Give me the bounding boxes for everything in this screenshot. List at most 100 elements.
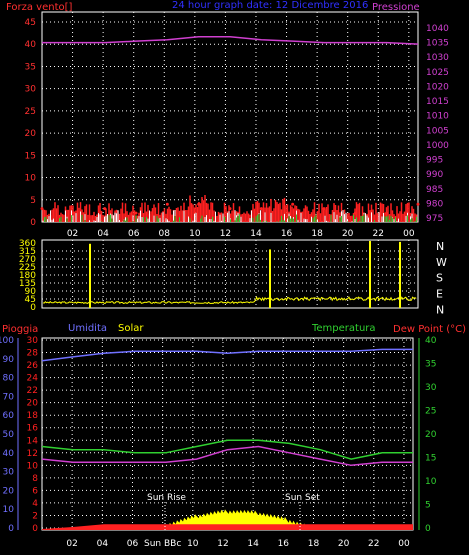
y-right-tick-label: 40 [425, 336, 437, 346]
temperature-series-line [41, 439, 413, 460]
y-mid-tick-label: 18 [27, 411, 39, 421]
y-left-tick-label: 0 [30, 218, 36, 228]
y-left-tick-label: 0 [8, 524, 14, 534]
wind-pressure-panel: 02 04 06 08 10 12 14 16 18 20 22 000510152025303540… [25, 11, 449, 239]
y-right-tick-label: 975 [426, 214, 443, 224]
x-tick-label: 20 [342, 229, 354, 239]
dewpoint-series-line [41, 445, 413, 467]
y-right-tick-label: 1020 [426, 82, 449, 92]
y-left-tick-label: 70 [3, 392, 15, 402]
y-tick-label: 0 [30, 303, 36, 313]
y-right-tick-label: 0 [425, 524, 431, 534]
x-tick-label: 12 [220, 229, 231, 239]
y-mid-tick-label: 8 [32, 474, 38, 484]
y-left-tick-label: 35 [25, 62, 36, 72]
y-right-tick-label: 1025 [426, 68, 449, 78]
x-tick-label: 00 [403, 229, 415, 239]
direction-label: N [436, 240, 444, 253]
y-left-tick-label: 10 [25, 174, 37, 184]
wind-axis-title: Forza vento[] [6, 2, 73, 13]
y-left-tick-label: 15 [25, 151, 36, 161]
y-right-tick-label: 20 [425, 430, 437, 440]
plot-frame [41, 239, 419, 309]
y-left-tick-label: 30 [25, 85, 37, 95]
x-tick-label: 06 [127, 539, 139, 549]
y-right-tick-label: 1030 [426, 53, 449, 63]
humidity-temperature-panel: 02 04 06 Sun BBc 10 12 14 16 18 20 22 0001020304050… [0, 336, 437, 549]
x-tick-label: 22 [368, 539, 379, 549]
x-tick-label: 14 [250, 229, 262, 239]
pressure-series-line [42, 36, 419, 45]
y-mid-tick-label: 26 [27, 361, 39, 371]
y-right-tick-label: 5 [425, 501, 431, 511]
plot-frame [41, 11, 419, 223]
x-tick-label: 04 [97, 539, 109, 549]
y-left-tick-label: 20 [25, 129, 37, 139]
humidity-axis-title: Umidita [68, 323, 107, 334]
temperature-axis-title: Temperatura [311, 323, 376, 334]
y-right-tick-label: 30 [425, 383, 437, 393]
x-tick-label: 14 [247, 539, 259, 549]
x-tick-label: 02 [67, 229, 78, 239]
y-mid-tick-label: 0 [32, 524, 38, 534]
y-right-tick-label: 995 [426, 156, 443, 166]
y-left-tick-label: 10 [3, 505, 15, 515]
y-mid-tick-label: 16 [27, 424, 39, 434]
y-tick-label: 90 [25, 287, 37, 297]
y-left-tick-label: 90 [3, 355, 15, 365]
wind-direction-trace [42, 296, 417, 305]
y-mid-tick-label: 28 [27, 349, 39, 359]
direction-label: S [436, 272, 443, 285]
sun-set-label: Sun Set [285, 493, 320, 503]
wind-speed-point [165, 202, 169, 206]
y-tick-label: 315 [19, 247, 36, 257]
x-tick-label: 16 [281, 229, 293, 239]
y-mid-tick-label: 22 [27, 386, 38, 396]
y-left-tick-label: 20 [3, 486, 15, 496]
y-tick-label: 45 [25, 295, 36, 305]
y-left-tick-label: 40 [25, 40, 37, 50]
x-tick-label: 22 [373, 229, 384, 239]
direction-label: N [436, 303, 444, 316]
y-right-tick-label: 1010 [426, 112, 449, 122]
y-mid-tick-label: 30 [27, 336, 39, 346]
y-right-tick-label: 1040 [426, 24, 449, 34]
y-right-tick-label: 985 [426, 185, 443, 195]
y-right-tick-label: 1000 [426, 141, 449, 151]
y-mid-tick-label: 24 [27, 374, 39, 384]
y-right-tick-label: 15 [425, 454, 436, 464]
y-tick-label: 225 [19, 263, 36, 273]
y-left-tick-label: 100 [0, 336, 14, 346]
y-right-tick-label: 10 [425, 477, 437, 487]
y-mid-tick-label: 4 [32, 499, 38, 509]
x-tick-label: 08 [159, 229, 171, 239]
solar-area [165, 509, 305, 528]
y-tick-label: 270 [19, 255, 36, 265]
x-tick-label: 20 [338, 539, 350, 549]
y-left-tick-label: 5 [30, 196, 36, 206]
y-tick-label: 180 [19, 271, 36, 281]
y-mid-tick-label: 2 [32, 511, 38, 521]
solar-axis-title: Solar [118, 323, 144, 334]
x-tick-label: 00 [398, 539, 410, 549]
direction-label: E [436, 287, 443, 300]
x-tick-label: 18 [311, 229, 323, 239]
x-tick-label: Sun BBc [144, 539, 181, 549]
x-tick-label: 12 [217, 539, 228, 549]
x-tick-label: 18 [308, 539, 320, 549]
humidity-series-line [41, 348, 413, 362]
plot-frame [41, 337, 414, 531]
y-mid-tick-label: 12 [27, 449, 38, 459]
direction-label: W [436, 256, 447, 269]
y-right-tick-label: 980 [426, 199, 443, 209]
y-mid-tick-label: 20 [27, 399, 39, 409]
y-right-tick-label: 1015 [426, 97, 449, 107]
wind-speed-point [291, 202, 295, 206]
y-right-tick-label: 1035 [426, 39, 449, 49]
y-left-tick-label: 60 [3, 411, 15, 421]
y-right-tick-label: 990 [426, 170, 443, 180]
y-right-tick-label: 25 [425, 407, 436, 417]
rain-axis-title: Pioggia [2, 324, 38, 335]
